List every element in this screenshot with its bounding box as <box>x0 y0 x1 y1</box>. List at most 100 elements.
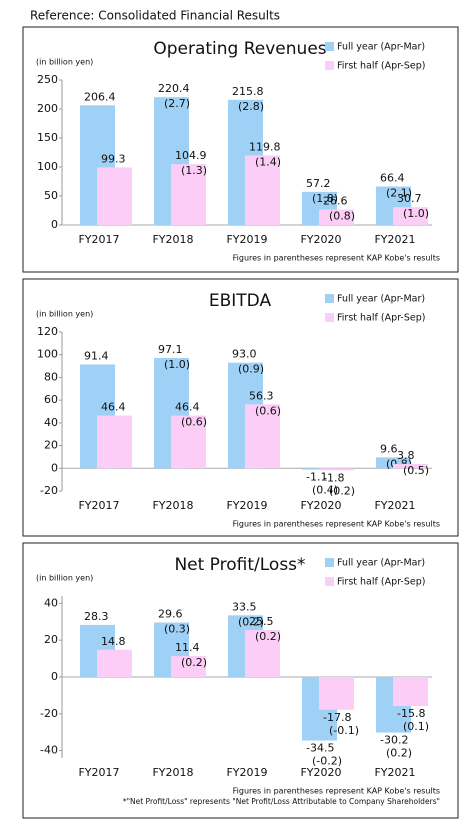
x-tick-label: FY2018 <box>152 233 193 246</box>
value-label: 33.5 <box>232 600 257 613</box>
legend-swatch <box>325 313 334 322</box>
bar <box>319 209 354 225</box>
kap-kobe-label: (1.3) <box>181 164 207 177</box>
kap-kobe-label: (0.2) <box>386 747 412 760</box>
kap-kobe-label: (1.0) <box>164 358 190 371</box>
legend-swatch <box>325 61 334 70</box>
kap-kobe-label: (0.2) <box>329 484 355 497</box>
value-label: 206.4 <box>84 90 116 103</box>
chart-title: Net Profit/Loss* <box>174 555 305 575</box>
value-label: 3.8 <box>397 449 415 462</box>
bar <box>171 415 206 469</box>
chart-note: Figures in parentheses represent KAP Kob… <box>233 254 440 263</box>
value-label: -1.1 <box>306 471 327 484</box>
value-label: 46.4 <box>175 401 200 414</box>
value-label: 66.4 <box>380 171 405 184</box>
legend-swatch <box>325 42 334 51</box>
value-label: 57.2 <box>306 177 331 190</box>
kap-kobe-label: (0.6) <box>181 416 207 429</box>
chart-title: Operating Revenues <box>153 39 326 59</box>
chart-frame <box>22 26 459 273</box>
y-tick-label: 100 <box>37 160 58 173</box>
y-tick-label: 20 <box>44 439 58 452</box>
value-label: 26.6 <box>323 195 348 208</box>
y-tick-label: 200 <box>37 102 58 115</box>
x-tick-label: FY2020 <box>300 766 341 779</box>
kap-kobe-label: (0.8) <box>329 210 355 223</box>
value-label: 14.8 <box>101 635 126 648</box>
x-tick-label: FY2020 <box>300 499 341 512</box>
legend-label: First half (Apr-Sep) <box>337 313 425 324</box>
kap-kobe-label: (0.2) <box>255 630 281 643</box>
value-label: -34.5 <box>306 742 334 755</box>
bar <box>245 155 280 225</box>
legend-label: First half (Apr-Sep) <box>337 61 425 72</box>
y-axis-label: (in billion yen) <box>36 58 93 67</box>
bar <box>245 404 280 469</box>
value-label: 99.3 <box>101 152 126 165</box>
value-label: 28.3 <box>84 610 109 623</box>
footnote: *"Net Profit/Loss" represents "Net Profi… <box>123 797 440 806</box>
x-tick-label: FY2019 <box>226 233 267 246</box>
y-tick-label: 120 <box>37 325 58 338</box>
bar <box>171 164 206 225</box>
y-tick-label: 0 <box>51 670 58 683</box>
value-label: -15.8 <box>397 707 425 720</box>
kap-kobe-label: (1.0) <box>403 207 429 220</box>
x-tick-label: FY2018 <box>152 499 193 512</box>
value-label: 220.4 <box>158 82 190 95</box>
y-tick-label: 80 <box>44 370 58 383</box>
bar <box>171 656 206 677</box>
legend-label: Full year (Apr-Mar) <box>337 558 425 569</box>
y-axis-label: (in billion yen) <box>36 574 93 583</box>
x-tick-label: FY2017 <box>78 766 119 779</box>
legend-label: First half (Apr-Sep) <box>337 577 425 588</box>
value-label: 46.4 <box>101 401 126 414</box>
x-tick-label: FY2020 <box>300 233 341 246</box>
bar <box>376 457 411 469</box>
y-tick-label: 20 <box>44 633 58 646</box>
kap-kobe-label: (0.3) <box>164 623 190 636</box>
bar <box>393 463 428 469</box>
value-label: 97.1 <box>158 343 183 356</box>
y-tick-label: 0 <box>51 218 58 231</box>
kap-kobe-label: (1.4) <box>255 156 281 169</box>
y-tick-label: 100 <box>37 348 58 361</box>
kap-kobe-label: (-0.1) <box>329 724 359 737</box>
chart-note: Figures in parentheses represent KAP Kob… <box>233 787 440 796</box>
kap-kobe-label: (2.8) <box>238 100 264 113</box>
x-tick-label: FY2018 <box>152 766 193 779</box>
value-label: 104.9 <box>175 149 207 162</box>
y-tick-label: -20 <box>40 484 58 497</box>
kap-kobe-label: (0.9) <box>238 363 264 376</box>
y-tick-label: -40 <box>40 744 58 757</box>
x-tick-label: FY2017 <box>78 233 119 246</box>
legend-label: Full year (Apr-Mar) <box>337 42 425 53</box>
kap-kobe-label: (0.4) <box>312 484 338 497</box>
value-label: -17.8 <box>323 711 351 724</box>
legend-swatch <box>325 577 334 586</box>
x-tick-label: FY2021 <box>374 499 415 512</box>
chart-title: EBITDA <box>209 291 272 311</box>
bar <box>97 167 132 225</box>
y-axis-label: (in billion yen) <box>36 310 93 319</box>
chart-note: Figures in parentheses represent KAP Kob… <box>233 520 440 529</box>
value-label: 25.5 <box>249 615 274 628</box>
bar <box>319 677 354 710</box>
bar <box>97 415 132 469</box>
kap-kobe-label: (2.7) <box>164 97 190 110</box>
x-tick-label: FY2019 <box>226 766 267 779</box>
kap-kobe-label: (0.6) <box>255 404 281 417</box>
value-label: 91.4 <box>84 349 109 362</box>
y-tick-label: 40 <box>44 596 58 609</box>
x-tick-label: FY2021 <box>374 766 415 779</box>
kap-kobe-label: (1.8) <box>312 192 338 205</box>
y-tick-label: 60 <box>44 393 58 406</box>
value-label: 30.7 <box>397 192 422 205</box>
bar <box>393 677 428 707</box>
value-label: 11.4 <box>175 641 200 654</box>
chart-frame <box>22 278 459 537</box>
bar <box>319 468 354 471</box>
value-label: -1.8 <box>323 471 344 484</box>
